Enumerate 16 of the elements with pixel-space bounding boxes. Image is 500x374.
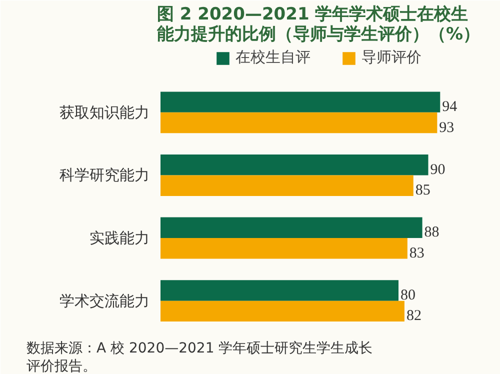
source-note: 数据来源：A 校 2020—2021 学年硕士研究生学生成长评价报告。 <box>26 340 373 374</box>
data-label: 90 <box>430 162 446 178</box>
y-tick-label: 学术交流能力 <box>60 292 150 310</box>
legend-label: 导师评价 <box>362 48 422 67</box>
y-tick-label: 获取知识能力 <box>60 103 150 122</box>
data-label: 94 <box>442 99 458 116</box>
y-tick-label: 实践能力 <box>90 229 150 248</box>
data-label: 93 <box>439 120 454 136</box>
chart-title: 图 2 2020—2021 学年学术硕士在校生能力提升的比例（导师与学生评价）（%） <box>156 4 480 44</box>
legend-label: 在校生自评 <box>236 48 310 67</box>
data-label: 88 <box>424 224 440 241</box>
data-label: 80 <box>400 287 416 304</box>
data-label: 85 <box>415 182 430 199</box>
data-label: 83 <box>409 245 424 262</box>
data-label: 82 <box>406 308 422 324</box>
y-tick-label: 科学研究能力 <box>60 166 150 184</box>
